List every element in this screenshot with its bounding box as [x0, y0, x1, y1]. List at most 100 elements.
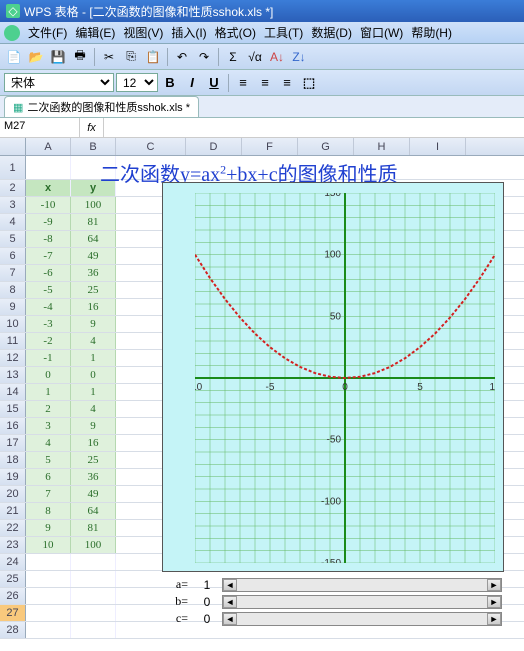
column-header[interactable]: G — [298, 138, 354, 155]
row-header[interactable]: 27 — [0, 605, 26, 621]
cell[interactable] — [71, 588, 116, 604]
cell[interactable]: 4 — [71, 401, 116, 417]
cell[interactable]: 2 — [26, 401, 71, 417]
font-size-select[interactable]: 12 — [116, 73, 158, 92]
row-header[interactable]: 22 — [0, 520, 26, 536]
row-header[interactable]: 8 — [0, 282, 26, 298]
column-header[interactable]: B — [71, 138, 116, 155]
formula-input[interactable] — [104, 118, 524, 137]
cell[interactable]: 4 — [71, 333, 116, 349]
cell[interactable]: 25 — [71, 452, 116, 468]
row-header[interactable]: 17 — [0, 435, 26, 451]
cell[interactable] — [71, 554, 116, 570]
sum-icon[interactable]: Σ — [223, 47, 243, 67]
menu-item[interactable]: 视图(V) — [119, 22, 167, 43]
row-header[interactable]: 11 — [0, 333, 26, 349]
row-header[interactable]: 24 — [0, 554, 26, 570]
cell[interactable]: 64 — [71, 231, 116, 247]
bold-button[interactable]: B — [160, 73, 180, 93]
scrollbar[interactable]: ◄ ► — [222, 612, 502, 626]
cell[interactable]: 49 — [71, 486, 116, 502]
cell[interactable]: x — [26, 180, 71, 196]
sort-asc-icon[interactable]: A↓ — [267, 47, 287, 67]
cell[interactable] — [26, 156, 71, 179]
undo-icon[interactable]: ↶ — [172, 47, 192, 67]
column-header[interactable]: I — [410, 138, 466, 155]
column-header[interactable]: C — [116, 138, 186, 155]
cell[interactable] — [71, 605, 116, 621]
select-all-corner[interactable] — [0, 138, 26, 155]
cell[interactable]: 3 — [26, 418, 71, 434]
column-header[interactable]: H — [354, 138, 410, 155]
cell[interactable]: -4 — [26, 299, 71, 315]
scrollbar[interactable]: ◄ ► — [222, 595, 502, 609]
arrow-right-icon[interactable]: ► — [487, 613, 501, 625]
cell[interactable]: 5 — [26, 452, 71, 468]
cell[interactable]: 0 — [26, 367, 71, 383]
formula-icon[interactable]: √α — [245, 47, 265, 67]
row-header[interactable]: 18 — [0, 452, 26, 468]
row-header[interactable]: 20 — [0, 486, 26, 502]
font-family-select[interactable]: 宋体 — [4, 73, 114, 92]
row-header[interactable]: 4 — [0, 214, 26, 230]
row-header[interactable]: 9 — [0, 299, 26, 315]
column-header[interactable]: F — [242, 138, 298, 155]
menu-item[interactable]: 文件(F) — [24, 22, 71, 43]
italic-button[interactable]: I — [182, 73, 202, 93]
cell[interactable]: -5 — [26, 282, 71, 298]
cell[interactable]: -10 — [26, 197, 71, 213]
cell[interactable]: 16 — [71, 299, 116, 315]
row-header[interactable]: 14 — [0, 384, 26, 400]
save-icon[interactable]: 💾 — [48, 47, 68, 67]
cell[interactable]: 1 — [71, 384, 116, 400]
cell[interactable]: 64 — [71, 503, 116, 519]
cell[interactable]: 100 — [71, 197, 116, 213]
menu-item[interactable]: 插入(I) — [167, 22, 210, 43]
cell[interactable]: 4 — [26, 435, 71, 451]
cell[interactable] — [26, 622, 71, 638]
cell[interactable]: 7 — [26, 486, 71, 502]
menu-item[interactable]: 数据(D) — [307, 22, 356, 43]
cell[interactable]: 0 — [71, 367, 116, 383]
menu-item[interactable]: 格式(O) — [211, 22, 260, 43]
cell[interactable]: 36 — [71, 265, 116, 281]
menu-item[interactable]: 帮助(H) — [407, 22, 456, 43]
cell[interactable]: -2 — [26, 333, 71, 349]
row-header[interactable]: 15 — [0, 401, 26, 417]
row-header[interactable]: 25 — [0, 571, 26, 587]
scrollbar-track[interactable] — [237, 579, 487, 591]
row-header[interactable]: 12 — [0, 350, 26, 366]
cell[interactable]: 9 — [26, 520, 71, 536]
paste-icon[interactable]: 📋 — [143, 47, 163, 67]
cell[interactable]: 1 — [26, 384, 71, 400]
cell[interactable] — [26, 554, 71, 570]
arrow-left-icon[interactable]: ◄ — [223, 596, 237, 608]
row-header[interactable]: 3 — [0, 197, 26, 213]
cell[interactable]: 25 — [71, 282, 116, 298]
scrollbar-track[interactable] — [237, 596, 487, 608]
row-header[interactable]: 28 — [0, 622, 26, 638]
cell[interactable]: 81 — [71, 520, 116, 536]
cell[interactable]: 81 — [71, 214, 116, 230]
new-icon[interactable]: 📄 — [4, 47, 24, 67]
redo-icon[interactable]: ↷ — [194, 47, 214, 67]
menu-item[interactable]: 窗口(W) — [356, 22, 407, 43]
cell[interactable]: 6 — [26, 469, 71, 485]
arrow-right-icon[interactable]: ► — [487, 579, 501, 591]
align-center-icon[interactable]: ≡ — [255, 73, 275, 93]
cell[interactable] — [71, 622, 116, 638]
align-right-icon[interactable]: ≡ — [277, 73, 297, 93]
cell[interactable]: 8 — [26, 503, 71, 519]
row-header[interactable]: 2 — [0, 180, 26, 196]
cell[interactable]: 100 — [71, 537, 116, 553]
row-header[interactable]: 13 — [0, 367, 26, 383]
sort-desc-icon[interactable]: Z↓ — [289, 47, 309, 67]
align-left-icon[interactable]: ≡ — [233, 73, 253, 93]
underline-button[interactable]: U — [204, 73, 224, 93]
row-header[interactable]: 26 — [0, 588, 26, 604]
cell[interactable]: 10 — [26, 537, 71, 553]
cell[interactable]: -6 — [26, 265, 71, 281]
cell[interactable] — [26, 588, 71, 604]
cell[interactable]: 9 — [71, 418, 116, 434]
fx-icon[interactable]: fx — [80, 118, 104, 137]
